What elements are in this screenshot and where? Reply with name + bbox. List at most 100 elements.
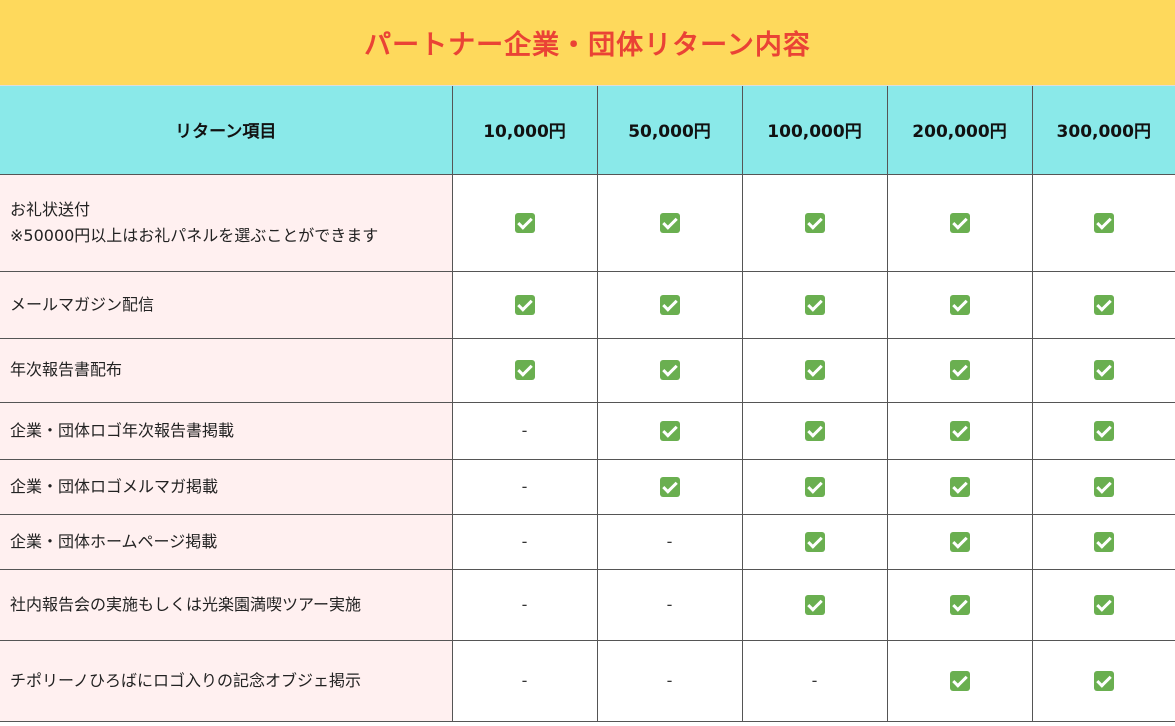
tier-cell [741, 513, 888, 570]
checkbox-checked-icon [949, 594, 970, 615]
table-row: 年次報告書配布 [0, 337, 1175, 403]
tier-cell [1031, 568, 1175, 641]
checkbox-checked-icon [949, 531, 970, 552]
not-included-dash: - [521, 595, 528, 614]
table-row: メールマガジン配信 [0, 270, 1175, 339]
tier-cell [741, 401, 888, 460]
tier-cell: - [596, 639, 743, 722]
checkbox-checked-icon [804, 531, 825, 552]
table-row: 企業・団体ロゴメルマガ掲載 - [0, 458, 1175, 515]
not-included-dash: - [666, 532, 673, 551]
tier-cell [596, 458, 743, 515]
tier-cell [596, 401, 743, 460]
checkbox-checked-icon [949, 420, 970, 441]
checkbox-checked-icon [949, 476, 970, 497]
return-item-label: 年次報告書配布 [10, 360, 123, 379]
tier-cell: - [451, 458, 598, 515]
checkbox-checked-icon [804, 594, 825, 615]
tier-cell [1031, 639, 1175, 722]
tier-cell [1031, 173, 1175, 272]
tier-cell [886, 458, 1033, 515]
checkbox-checked-icon [804, 212, 825, 233]
table-row: チポリーノひろばにロゴ入りの記念オブジェ掲示 - - - [0, 639, 1175, 722]
table-row: 企業・団体ホームページ掲載 - - [0, 513, 1175, 570]
checkbox-checked-icon [949, 360, 970, 381]
table-row: 社内報告会の実施もしくは光楽園満喫ツアー実施 - - [0, 568, 1175, 641]
tier-cell [886, 401, 1033, 460]
header-tier-50000: 50,000円 [596, 86, 743, 175]
tier-cell [451, 173, 598, 272]
checkbox-checked-icon [1093, 360, 1114, 381]
checkbox-checked-icon [804, 420, 825, 441]
checkbox-checked-icon [514, 294, 535, 315]
checkbox-checked-icon [949, 670, 970, 691]
return-item-cell: 企業・団体ホームページ掲載 [0, 513, 453, 570]
not-included-dash: - [521, 671, 528, 690]
return-item-cell: メールマガジン配信 [0, 270, 453, 339]
tier-cell: - [596, 568, 743, 641]
tier-cell [886, 639, 1033, 722]
tier-cell [451, 337, 598, 403]
returns-table: リターン項目 10,000円 50,000円 100,000円 200,000円… [0, 86, 1175, 722]
return-item-label: 企業・団体ホームページ掲載 [10, 531, 218, 551]
tier-cell [886, 270, 1033, 339]
tier-cell [1031, 270, 1175, 339]
tier-cell [596, 173, 743, 272]
page-title: パートナー企業・団体リターン内容 [364, 30, 811, 61]
table-row: 企業・団体ロゴ年次報告書掲載 - [0, 401, 1175, 460]
checkbox-checked-icon [1093, 476, 1114, 497]
not-included-dash: - [666, 595, 673, 614]
tier-cell [596, 337, 743, 403]
tier-cell [886, 568, 1033, 641]
tier-cell [1031, 401, 1175, 460]
tier-cell: - [451, 401, 598, 460]
header-tier-200000: 200,000円 [886, 86, 1033, 175]
not-included-dash: - [521, 477, 528, 496]
checkbox-checked-icon [659, 476, 680, 497]
header-tier-300000: 300,000円 [1031, 86, 1175, 175]
checkbox-checked-icon [1093, 420, 1114, 441]
tier-cell: - [451, 568, 598, 641]
tier-cell [886, 173, 1033, 272]
tier-cell [741, 568, 888, 641]
tier-cell [741, 270, 888, 339]
checkbox-checked-icon [804, 360, 825, 381]
checkbox-checked-icon [1093, 531, 1114, 552]
checkbox-checked-icon [514, 212, 535, 233]
tier-cell [451, 270, 598, 339]
header-tier-100000: 100,000円 [741, 86, 888, 175]
table-row: お礼状送付 ※50000円以上はお礼パネルを選ぶことができます [0, 173, 1175, 272]
return-item-label: 社内報告会の実施もしくは光楽園満喫ツアー実施 [10, 594, 362, 614]
tier-cell: - [596, 513, 743, 570]
return-item-cell: 企業・団体ロゴメルマガ掲載 [0, 458, 453, 515]
not-included-dash: - [666, 671, 673, 690]
not-included-dash: - [521, 532, 528, 551]
tier-cell [741, 337, 888, 403]
return-item-label: 企業・団体ロゴ年次報告書掲載 [10, 420, 235, 440]
checkbox-checked-icon [659, 360, 680, 381]
tier-cell [886, 513, 1033, 570]
checkbox-checked-icon [804, 476, 825, 497]
checkbox-checked-icon [804, 294, 825, 315]
tier-cell [741, 458, 888, 515]
return-item-cell: お礼状送付 ※50000円以上はお礼パネルを選ぶことができます [0, 173, 453, 272]
checkbox-checked-icon [659, 212, 680, 233]
return-item-cell: チポリーノひろばにロゴ入りの記念オブジェ掲示 [0, 639, 453, 722]
tier-cell [886, 337, 1033, 403]
return-item-note: ※50000円以上はお礼パネルを選ぶことができます [10, 225, 379, 245]
header-tier-10000: 10,000円 [451, 86, 598, 175]
return-item-label: メールマガジン配信 [10, 294, 155, 314]
header-item-label: リターン項目 [0, 86, 453, 175]
tier-cell: - [451, 513, 598, 570]
return-item-label: お礼状送付 [10, 199, 91, 219]
return-item-cell: 企業・団体ロゴ年次報告書掲載 [0, 401, 453, 460]
checkbox-checked-icon [1093, 670, 1114, 691]
tier-cell [741, 173, 888, 272]
tier-cell: - [741, 639, 888, 722]
tier-cell: - [451, 639, 598, 722]
checkbox-checked-icon [949, 212, 970, 233]
checkbox-checked-icon [659, 294, 680, 315]
tier-cell [1031, 337, 1175, 403]
tier-cell [596, 270, 743, 339]
